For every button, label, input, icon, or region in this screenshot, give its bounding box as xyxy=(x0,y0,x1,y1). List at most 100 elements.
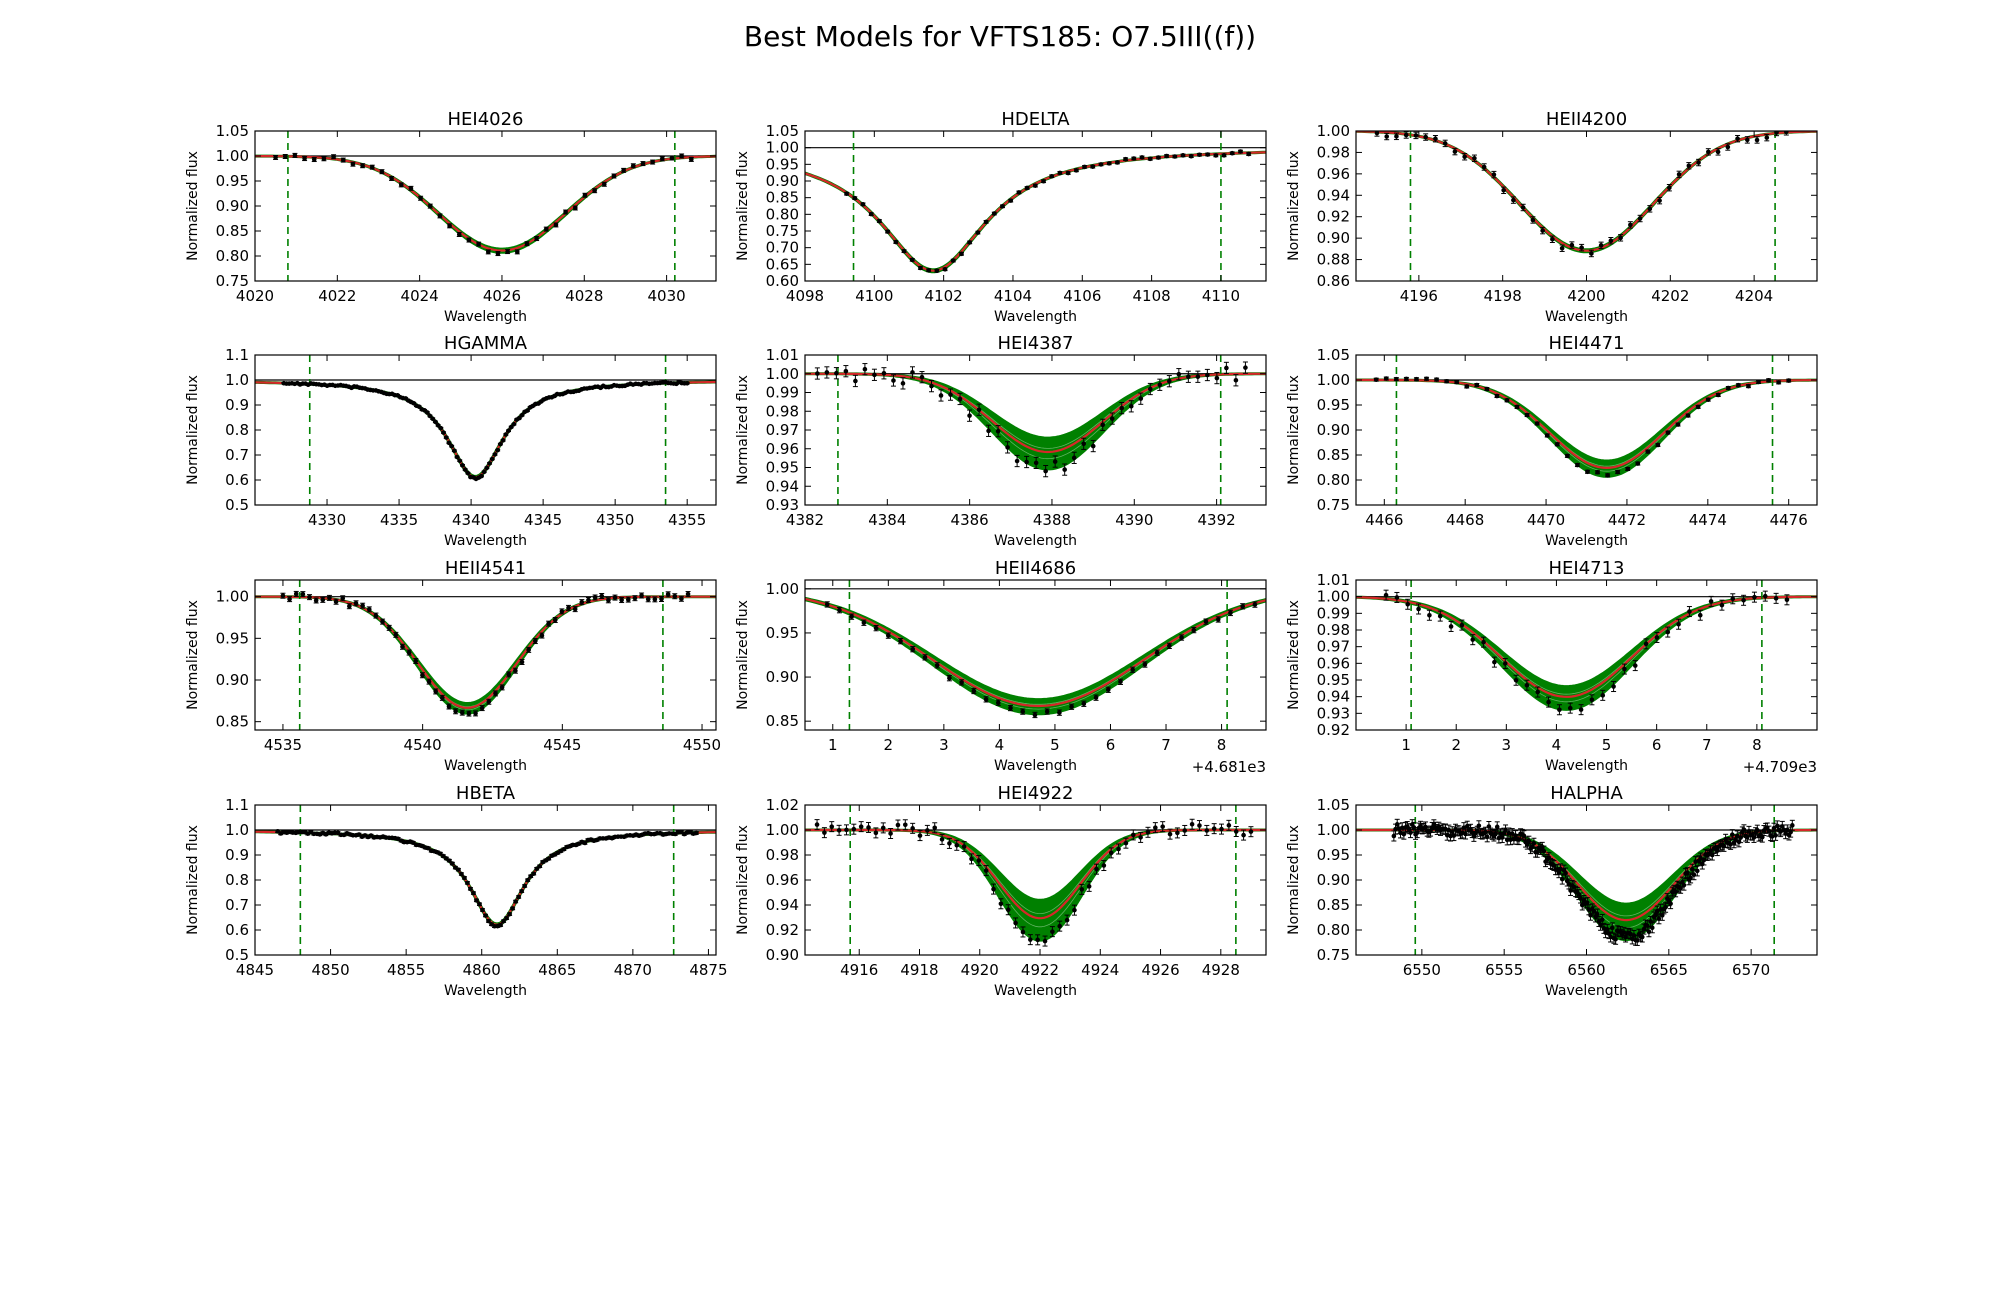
data-point xyxy=(1240,604,1245,609)
data-point xyxy=(1205,372,1210,378)
panel-hbeta: 4845 4850 4855 4860 4865 4870 4875 0.5 0.6 0.7 0.8… xyxy=(185,783,728,999)
data-point xyxy=(506,428,511,434)
data-point xyxy=(967,240,972,245)
data-point xyxy=(441,430,446,435)
data-point xyxy=(1090,164,1096,169)
data-point xyxy=(934,663,940,668)
y-tick-label: 0.92 xyxy=(766,921,799,939)
x-tick-label: 4028 xyxy=(565,287,603,305)
model-curve xyxy=(255,381,716,478)
y-tick-label: 0.85 xyxy=(216,713,249,731)
data-point xyxy=(519,659,525,665)
data-point xyxy=(1233,377,1239,383)
plot-area xyxy=(1356,131,1817,281)
best-model-line xyxy=(255,830,716,926)
data-point xyxy=(1589,251,1594,256)
data-point xyxy=(938,393,944,398)
data-point xyxy=(639,593,644,598)
data-point xyxy=(1437,613,1443,619)
data-point xyxy=(1115,160,1120,165)
y-tick-label: 0.9 xyxy=(225,396,249,414)
data-point xyxy=(1229,150,1235,156)
data-point xyxy=(487,461,492,466)
data-point xyxy=(1035,937,1040,943)
y-tick-label: 0.6 xyxy=(225,921,249,939)
y-tick-label: 1.00 xyxy=(766,580,799,598)
data-point xyxy=(659,156,665,162)
y-tick-label: 1.00 xyxy=(216,147,249,165)
x-tick-label: 4468 xyxy=(1446,511,1484,529)
data-point xyxy=(1492,659,1497,665)
data-point xyxy=(280,593,286,599)
data-point xyxy=(466,711,472,716)
data-point xyxy=(563,209,568,215)
x-tick-label: 4470 xyxy=(1527,511,1565,529)
data-point xyxy=(672,593,678,599)
best-model-line xyxy=(805,828,1266,920)
data-point xyxy=(1219,826,1224,832)
data-point xyxy=(1241,832,1246,838)
data-point xyxy=(895,822,901,828)
x-tick-label: 4330 xyxy=(308,511,346,529)
x-tick-label: 4870 xyxy=(614,961,652,979)
x-offset-label: +4.709e3 xyxy=(1743,758,1817,776)
data-point xyxy=(519,412,525,418)
data-point xyxy=(1504,398,1510,403)
y-tick-label: 1.00 xyxy=(1317,122,1350,140)
x-tick-label: 8 xyxy=(1217,736,1227,754)
x-tick-label: 4 xyxy=(1552,736,1562,754)
data-point xyxy=(1470,637,1476,642)
data-point xyxy=(546,621,551,626)
data-point xyxy=(1131,156,1137,161)
plot-area xyxy=(1356,580,1817,730)
data-point xyxy=(492,452,498,457)
x-tick-label: 3 xyxy=(939,736,949,754)
data-point xyxy=(1109,416,1115,421)
data-point xyxy=(1541,848,1547,854)
data-point xyxy=(1579,245,1584,250)
data-point xyxy=(1224,365,1229,371)
data-point xyxy=(1530,217,1536,223)
best-model-line xyxy=(255,595,716,709)
x-tick-label: 4384 xyxy=(868,511,906,529)
data-point xyxy=(493,691,498,696)
data-point xyxy=(1764,135,1770,140)
data-point xyxy=(446,440,452,446)
data-point xyxy=(292,153,298,158)
data-point xyxy=(479,705,485,711)
data-point xyxy=(559,609,565,614)
data-point xyxy=(829,824,835,829)
data-point xyxy=(1774,131,1779,135)
data-point xyxy=(1557,707,1562,713)
x-axis-label: Wavelength xyxy=(994,983,1077,999)
data-point xyxy=(592,595,598,600)
data-point xyxy=(950,258,956,263)
data-point xyxy=(1434,377,1439,382)
axes-frame xyxy=(254,579,717,731)
x-tick-label: 4202 xyxy=(1651,287,1689,305)
data-point xyxy=(1394,822,1400,827)
data-point xyxy=(1411,825,1417,830)
x-offset-label: +4.681e3 xyxy=(1192,758,1266,776)
data-point xyxy=(320,597,326,603)
data-point xyxy=(572,205,578,211)
data-point xyxy=(400,644,405,650)
y-tick-label: 0.80 xyxy=(216,247,249,265)
data-point xyxy=(1646,929,1652,935)
data-point xyxy=(406,650,412,655)
data-point xyxy=(1403,132,1409,138)
model-curve xyxy=(255,596,716,711)
data-point xyxy=(1243,365,1248,370)
model-curve xyxy=(255,381,716,478)
data-point xyxy=(514,249,520,255)
data-point xyxy=(508,424,514,430)
data-point xyxy=(1195,374,1201,380)
data-point xyxy=(450,861,455,866)
x-axis-label: Wavelength xyxy=(444,983,527,999)
data-point xyxy=(1214,375,1220,381)
y-tick-label: 1.05 xyxy=(1317,346,1350,364)
y-axis-label: Normalized flux xyxy=(735,151,751,261)
data-point xyxy=(1501,188,1506,193)
x-axis-label: Wavelength xyxy=(994,309,1077,325)
y-tick-label: 0.8 xyxy=(225,871,249,889)
